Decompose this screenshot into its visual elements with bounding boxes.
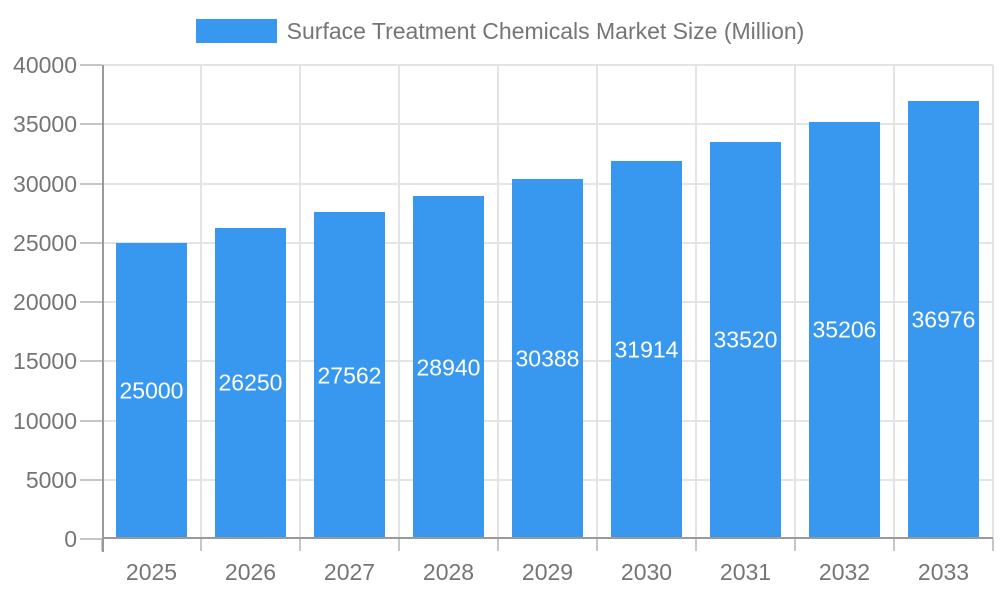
- x-axis-tick-label: 2032: [818, 559, 871, 585]
- y-axis-tick: [80, 419, 102, 422]
- bar-value-label: 35206: [812, 316, 877, 343]
- x-axis-tick-label: 2025: [125, 559, 178, 585]
- x-axis-tick-label: 2027: [323, 559, 376, 585]
- x-axis-tick: [695, 539, 697, 551]
- x-axis-tick: [497, 539, 499, 551]
- x-axis-tick: [893, 539, 895, 551]
- x-axis-tick: [596, 539, 598, 551]
- x-axis-tick: [200, 539, 202, 551]
- bar-2031[interactable]: 33520: [710, 141, 781, 539]
- v-gridline: [893, 65, 895, 539]
- x-axis-tick-label: 2030: [620, 559, 673, 585]
- v-gridline: [695, 65, 697, 539]
- plot-area: 25000 26250 27562 28940 30388 31914 33520 35206…: [101, 64, 994, 552]
- y-axis-tick-label: 0: [64, 526, 77, 552]
- y-axis-tick: [80, 538, 102, 540]
- y-axis-tick: [80, 182, 102, 185]
- bar-2028[interactable]: 28940: [413, 196, 484, 539]
- legend-swatch-icon: [195, 19, 277, 43]
- bar-value-label: 26250: [218, 369, 283, 396]
- bar-2027[interactable]: 27562: [314, 212, 385, 539]
- x-axis-tick-label: 2029: [521, 559, 574, 585]
- bar-value-label: 30388: [515, 345, 580, 372]
- bar-2029[interactable]: 30388: [512, 178, 583, 539]
- bar-value-label: 25000: [119, 377, 184, 404]
- y-axis-tick: [80, 301, 102, 303]
- chart-legend[interactable]: Surface Treatment Chemicals Market Size …: [0, 17, 1000, 45]
- v-gridline: [497, 65, 499, 539]
- y-axis-tick-label: 40000: [13, 52, 77, 78]
- legend-label: Surface Treatment Chemicals Market Size …: [286, 17, 805, 44]
- y-axis-tick-label: 25000: [13, 229, 77, 256]
- y-axis-tick-label: 10000: [13, 407, 77, 434]
- bar-2032[interactable]: 35206: [809, 121, 880, 539]
- x-axis-tick: [992, 539, 994, 551]
- bar-2033[interactable]: 36976: [908, 100, 979, 539]
- y-axis-line: [102, 65, 104, 552]
- bar-value-label: 31914: [614, 336, 679, 363]
- x-axis-line: [102, 537, 993, 539]
- y-axis-tick: [80, 478, 102, 481]
- y-axis-tick-label: 5000: [25, 466, 77, 493]
- bar-2025[interactable]: 25000: [116, 242, 187, 539]
- v-gridline: [992, 65, 994, 539]
- v-gridline: [200, 65, 202, 539]
- x-axis-tick: [794, 539, 796, 551]
- h-gridline: [102, 64, 993, 66]
- v-gridline: [794, 65, 796, 539]
- h-gridline: [102, 123, 993, 126]
- bar-value-label: 33520: [713, 326, 778, 353]
- x-axis-tick: [299, 539, 301, 551]
- bar-value-label: 27562: [317, 362, 382, 389]
- v-gridline: [398, 65, 400, 539]
- y-axis-tick-label: 30000: [13, 170, 77, 197]
- y-axis-tick: [80, 241, 102, 244]
- v-gridline: [299, 65, 301, 539]
- x-axis-tick-label: 2026: [224, 559, 277, 585]
- x-axis-tick-label: 2033: [917, 559, 970, 585]
- bar-value-label: 36976: [911, 306, 976, 333]
- v-gridline: [596, 65, 598, 539]
- y-axis-tick-label: 20000: [13, 289, 77, 315]
- y-axis-tick-label: 35000: [13, 111, 77, 138]
- y-axis-tick: [80, 360, 102, 363]
- bar-2026[interactable]: 26250: [215, 227, 286, 539]
- y-axis-tick-label: 15000: [13, 348, 77, 375]
- x-axis-tick-label: 2028: [422, 559, 475, 585]
- y-axis-tick: [80, 123, 102, 126]
- x-axis-tick: [398, 539, 400, 551]
- bar-2030[interactable]: 31914: [611, 160, 682, 539]
- bar-value-label: 28940: [416, 354, 481, 381]
- x-axis-tick-label: 2031: [719, 559, 772, 585]
- y-axis-tick: [80, 64, 102, 66]
